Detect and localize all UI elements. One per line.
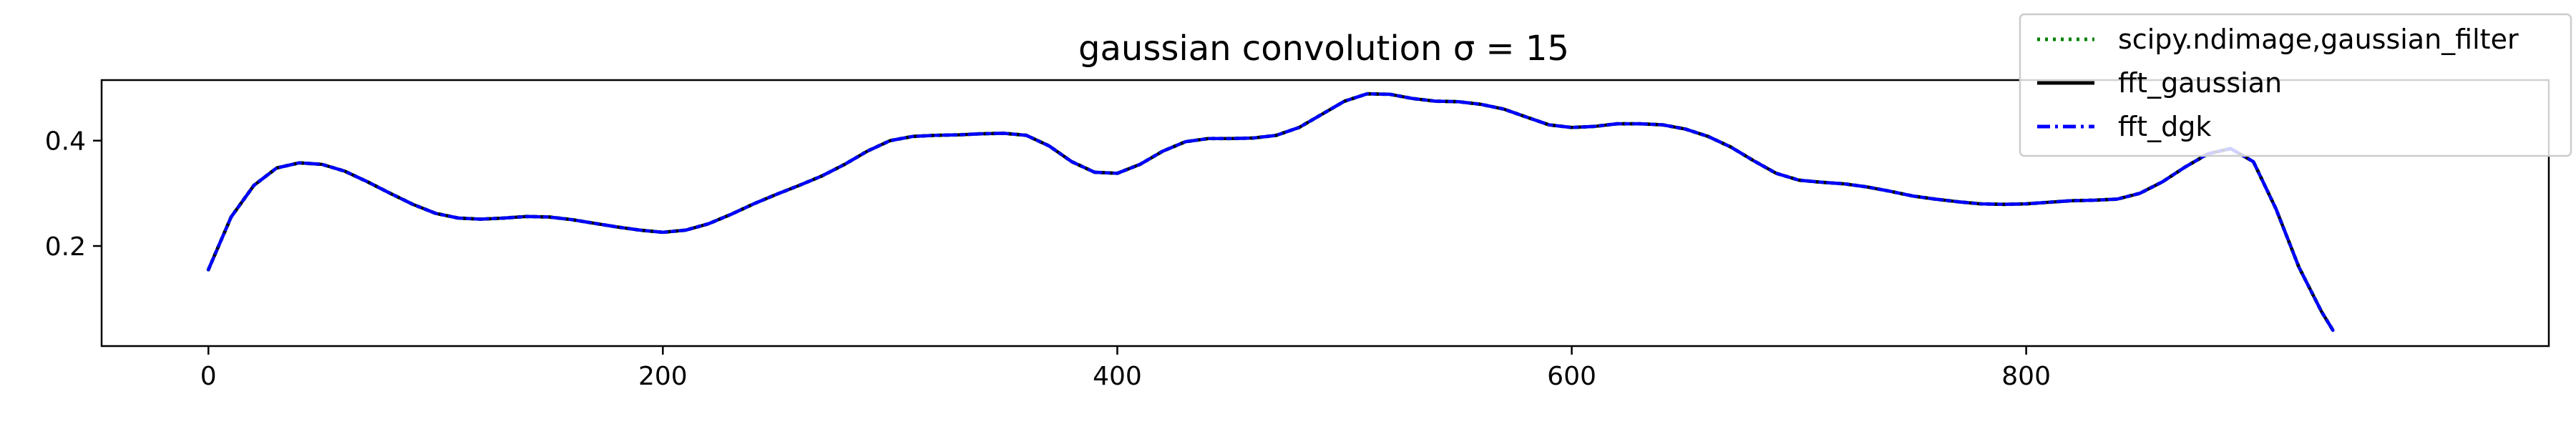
plot-frame [100, 79, 2550, 347]
x-tick-label: 600 [1547, 362, 1596, 391]
series-layer [206, 92, 2335, 332]
legend-label: fft_dgk [2118, 111, 2211, 142]
x-tick-label: 0 [200, 362, 217, 391]
legend-box [2019, 13, 2572, 157]
series-line-fft-dgk [206, 92, 2335, 332]
chart-title: gaussian convolution σ = 15 [1078, 29, 1569, 69]
y-tick-label: 0.2 [45, 232, 86, 262]
legend: scipy.ndimage,gaussian_filter fft_gaussia… [2019, 13, 2572, 157]
legend-items: scipy.ndimage,gaussian_filter fft_gaussia… [2037, 24, 2519, 142]
legend-label: fft_gaussian [2118, 67, 2282, 99]
legend-label: scipy.ndimage,gaussian_filter [2118, 24, 2519, 55]
y-axis: 0.2 0.4 [45, 127, 102, 262]
x-axis: 0 200 400 600 800 [200, 346, 2051, 391]
y-tick-label: 0.4 [45, 127, 86, 157]
x-tick-label: 800 [2001, 362, 2051, 391]
x-tick-label: 200 [638, 362, 688, 391]
x-tick-label: 400 [1093, 362, 1142, 391]
